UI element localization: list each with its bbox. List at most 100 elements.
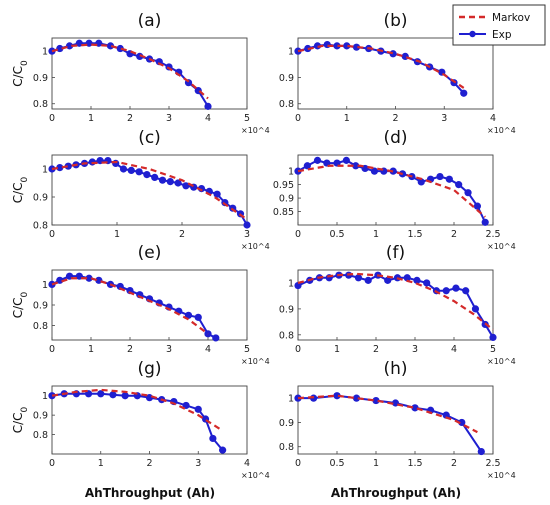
y-tick-label: 1: [288, 278, 294, 289]
x-tick-label: 0: [295, 113, 301, 124]
axes-frame: [51, 154, 248, 226]
y-tick-label: 1: [42, 280, 48, 291]
x-multiplier-label: ×10^4: [241, 126, 270, 135]
x-tick-label: 4: [205, 113, 211, 124]
x-tick-label: 2.5: [485, 458, 500, 469]
x-tick-label: 0.5: [329, 229, 344, 240]
x-tick-label: 4: [244, 458, 250, 469]
y-axis-label: C/C0: [11, 406, 30, 433]
x-tick-label: 2: [146, 458, 152, 469]
y-tick-label: 0.85: [273, 207, 294, 218]
panel-5: (f) 0 1 2 3 4 5 ×10^4 0.8 0.9 1: [279, 243, 516, 366]
exp-data-point: [352, 162, 360, 170]
exp-data-point: [219, 446, 227, 454]
x-tick-label: 1: [344, 113, 350, 124]
panel-title: (f): [386, 243, 405, 263]
x-tick-label: 4: [205, 344, 211, 355]
y-tick-label: 1: [288, 167, 294, 178]
y-tick-label: 1: [42, 391, 48, 402]
x-tick-label: 0.5: [329, 458, 344, 469]
y-tick-label: 0.8: [33, 99, 48, 110]
x-tick-label: 2: [392, 113, 398, 124]
x-tick-label: 4: [451, 344, 457, 355]
x-tick-label: 2: [179, 229, 185, 240]
axes-frame: [51, 37, 248, 110]
x-axis-label-left: AhThroughput (Ah): [85, 486, 215, 500]
axes-frame: [297, 385, 494, 455]
exp-data-point: [423, 279, 431, 287]
panel-6: (g) 0 1 2 3 4 ×10^4 0.8 0.9 1 C/C0: [11, 359, 270, 480]
x-multiplier-label: ×10^4: [241, 242, 270, 251]
exp-data-point: [303, 162, 311, 170]
markov-series-line: [51, 277, 209, 335]
exp-data-point: [174, 179, 182, 187]
exp-data-point: [352, 43, 361, 51]
exp-data-point: [477, 447, 485, 456]
panel-title: (a): [138, 11, 162, 31]
x-tick-label: 0: [295, 229, 301, 240]
exp-data-point: [411, 404, 419, 412]
exp-data-point: [323, 40, 331, 49]
y-tick-label: 0.8: [33, 221, 48, 232]
axes-frame: [297, 37, 494, 110]
y-tick-label: 0.9: [279, 304, 294, 315]
exp-data-point: [106, 42, 115, 50]
exp-data-point: [452, 284, 460, 292]
exp-data-point: [364, 276, 372, 284]
exp-data-point: [458, 418, 466, 427]
exp-data-point: [442, 287, 450, 295]
x-tick-label: 2: [127, 113, 133, 124]
y-axis-label-subscript: 0: [20, 60, 30, 66]
x-multiplier-label: ×10^4: [487, 357, 516, 366]
x-tick-label: 3: [441, 113, 447, 124]
exp-data-point: [294, 281, 302, 290]
exp-data-point: [436, 172, 444, 181]
exp-data-point: [56, 276, 64, 284]
exp-data-point: [97, 390, 105, 398]
exp-data-point: [333, 392, 341, 400]
x-tick-label: 1: [88, 113, 94, 124]
x-multiplier-label: ×10^4: [487, 126, 516, 135]
exp-data-point: [370, 167, 379, 175]
y-axis-label-subscript: 0: [20, 406, 30, 412]
panel-title: (b): [383, 11, 407, 31]
exp-data-point: [209, 434, 217, 443]
exp-data-point: [182, 401, 190, 410]
exp-data-point: [471, 305, 480, 313]
exp-data-point: [489, 333, 497, 342]
panel-title: (e): [138, 243, 162, 263]
exp-data-point: [462, 287, 470, 295]
exp-data-point: [135, 168, 143, 176]
exp-data-point: [85, 274, 93, 282]
exp-data-point: [333, 42, 341, 50]
markov-series-line: [51, 160, 248, 221]
exp-data-point: [166, 178, 174, 186]
y-tick-label: 0.9: [279, 418, 294, 429]
axes-frame: [51, 269, 248, 341]
x-tick-label: 1.5: [407, 458, 422, 469]
exp-data-point: [445, 175, 453, 183]
exp-data-point: [151, 173, 159, 181]
x-tick-label: 1: [98, 458, 104, 469]
exp-data-point: [56, 44, 64, 53]
x-tick-label: 1: [334, 344, 340, 355]
exp-data-point: [194, 405, 202, 413]
y-tick-label: 0.8: [33, 430, 48, 441]
exp-data-point: [121, 392, 129, 400]
exp-data-point: [158, 176, 167, 184]
y-tick-label: 0.9: [33, 411, 48, 422]
panel-4: (e) 0 1 2 3 4 5 ×10^4 0.8 0.9 1 C/C0: [11, 243, 270, 366]
exp-data-point: [455, 181, 463, 189]
panel-0: (a) 0 1 2 3 4 5 ×10^4 0.8 0.9 1 C/C0: [11, 11, 270, 135]
x-tick-label: 3: [195, 458, 201, 469]
exp-data-point: [403, 274, 411, 282]
x-tick-label: 2: [127, 344, 133, 355]
panel-title: (h): [383, 359, 407, 379]
y-tick-label: 0.8: [33, 321, 48, 332]
x-tick-label: 0: [295, 458, 301, 469]
y-tick-label: 1: [288, 394, 294, 405]
y-tick-label: 0.9: [33, 193, 48, 204]
x-tick-label: 1: [373, 229, 379, 240]
x-tick-label: 0: [49, 344, 55, 355]
